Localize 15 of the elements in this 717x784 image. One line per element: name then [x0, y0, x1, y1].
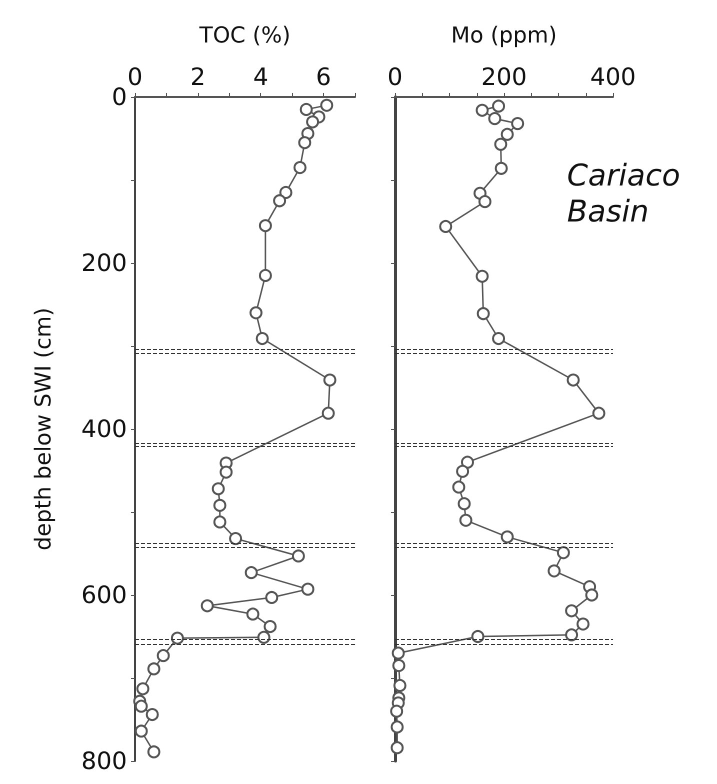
- y-tick-label: 0: [112, 83, 127, 111]
- y-tick-label: 200: [81, 249, 127, 277]
- x-axis-title: TOC (%): [198, 24, 291, 48]
- y-axis-title: depth below SWI (cm): [32, 308, 56, 550]
- x-tick-label: 4: [253, 63, 268, 91]
- x-tick-label: 6: [316, 63, 332, 91]
- annotation: Cariaco Basin: [567, 158, 690, 230]
- x-tick-label: 200: [481, 63, 527, 91]
- x-tick-label: 0: [387, 63, 403, 91]
- y-tick-label: 600: [81, 581, 127, 609]
- x-tick-label: 2: [190, 63, 206, 91]
- x-axis-title: Mo (ppm): [451, 24, 557, 48]
- y-tick-label: 400: [81, 415, 127, 443]
- x-tick-label: 400: [590, 63, 636, 91]
- y-tick-label: 800: [81, 747, 127, 775]
